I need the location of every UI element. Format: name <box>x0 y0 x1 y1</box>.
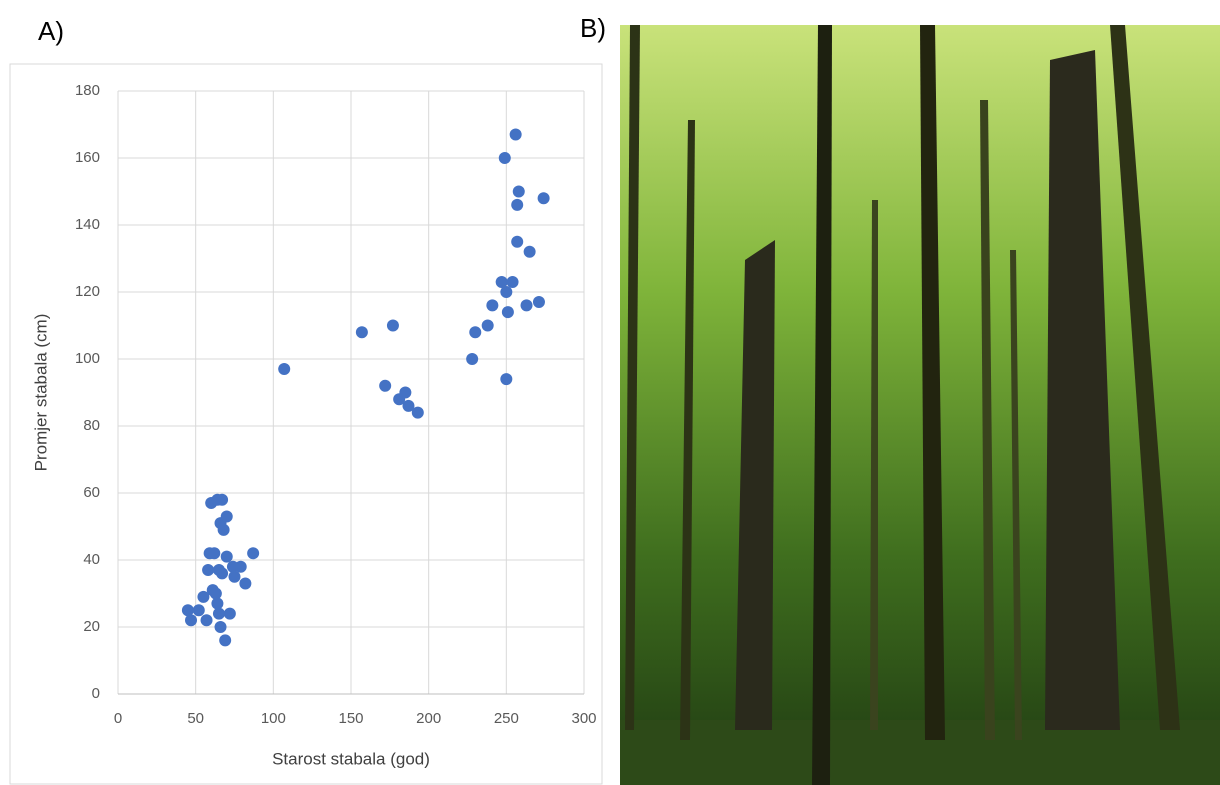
x-tick-label: 100 <box>261 710 286 727</box>
y-axis-title: Promjer stabala (cm) <box>31 314 50 472</box>
point <box>402 399 415 412</box>
point <box>498 152 511 164</box>
x-tick-label: 0 <box>114 710 122 727</box>
point <box>181 604 194 617</box>
x-axis-title: Starost stabala (god) <box>272 749 430 768</box>
point <box>537 192 550 205</box>
point <box>509 128 522 141</box>
point <box>239 577 252 590</box>
point <box>511 198 524 211</box>
point <box>355 326 368 339</box>
panel-label: A) <box>38 16 64 46</box>
point <box>220 510 233 523</box>
point <box>399 386 412 399</box>
x-tick-label: 300 <box>571 710 596 727</box>
point <box>481 319 494 332</box>
y-tick-label: 160 <box>75 149 100 166</box>
point <box>512 185 525 198</box>
point <box>216 493 229 506</box>
panel-label: B) <box>580 13 606 43</box>
point <box>220 550 233 563</box>
x-tick-label: 150 <box>338 710 363 727</box>
point <box>486 299 499 312</box>
y-tick-label: 180 <box>75 82 100 99</box>
point <box>202 564 215 577</box>
point <box>209 587 222 600</box>
point <box>211 597 224 610</box>
point <box>501 306 514 319</box>
y-tick-label: 80 <box>83 417 100 434</box>
point <box>466 353 479 365</box>
point <box>212 607 225 620</box>
point <box>228 570 241 583</box>
point <box>520 299 533 312</box>
chart-frame <box>9 63 603 785</box>
point <box>532 296 545 309</box>
point <box>216 567 229 580</box>
point <box>495 275 508 288</box>
point <box>500 286 513 298</box>
y-tick-label: 0 <box>92 685 100 702</box>
point <box>386 319 399 332</box>
forest-photo <box>620 25 1220 785</box>
point <box>523 245 536 258</box>
point <box>411 406 424 419</box>
point <box>192 604 205 617</box>
point <box>278 363 291 376</box>
point <box>223 607 236 620</box>
point <box>214 621 227 633</box>
y-tick-label: 120 <box>75 283 100 300</box>
y-tick-label: 40 <box>83 551 100 568</box>
point <box>511 235 524 248</box>
point <box>208 547 221 560</box>
point <box>500 373 513 386</box>
point <box>217 523 230 536</box>
y-tick-label: 20 <box>83 618 100 635</box>
y-tick-label: 60 <box>83 484 100 501</box>
x-tick-label: 200 <box>416 710 441 727</box>
point <box>379 379 392 392</box>
y-tick-label: 100 <box>75 350 100 367</box>
x-tick-label: 250 <box>494 710 519 727</box>
point <box>200 614 213 627</box>
point <box>234 560 247 573</box>
point <box>506 275 519 288</box>
point <box>469 326 482 339</box>
point <box>247 547 260 560</box>
y-tick-label: 140 <box>75 216 100 233</box>
point <box>197 590 210 603</box>
point <box>219 634 232 647</box>
point <box>185 614 198 627</box>
x-tick-label: 50 <box>187 710 204 727</box>
